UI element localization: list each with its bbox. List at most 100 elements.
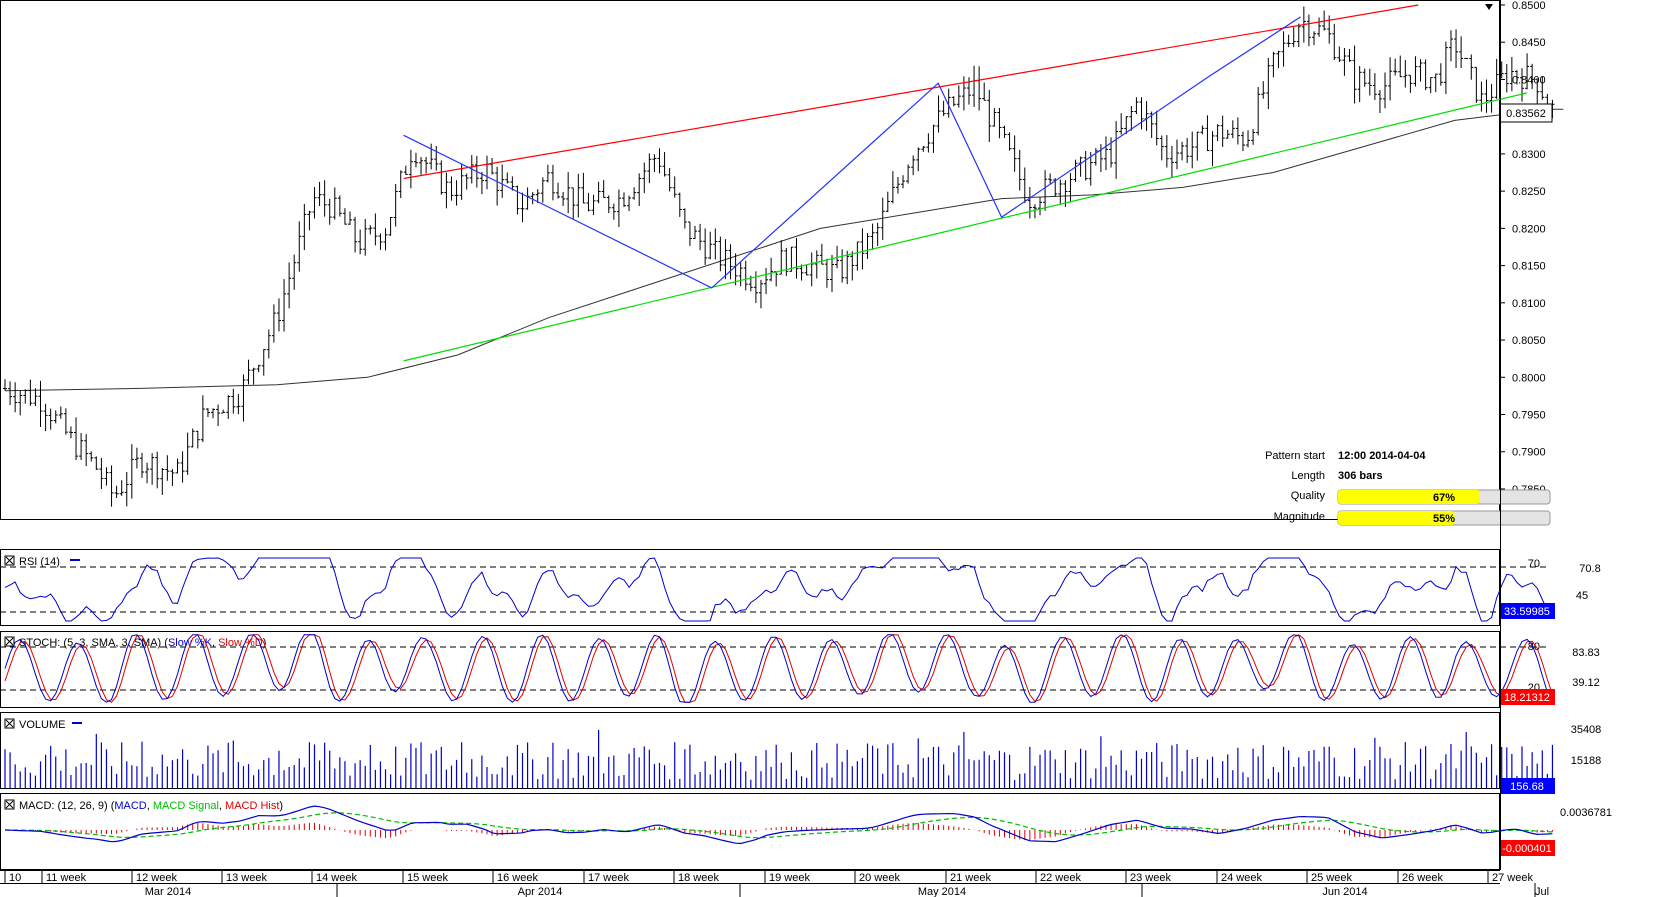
price-bar bbox=[79, 433, 84, 460]
price-bar bbox=[510, 176, 515, 191]
price-bar bbox=[941, 100, 946, 117]
scroll-marker-icon bbox=[1485, 4, 1493, 10]
price-bar bbox=[1408, 74, 1413, 93]
price-bar bbox=[845, 250, 850, 285]
price-bar bbox=[398, 170, 403, 199]
price-bar bbox=[388, 216, 393, 236]
price-bar bbox=[74, 417, 79, 461]
price-bar bbox=[337, 195, 342, 217]
rsi-current-box bbox=[1500, 603, 1555, 619]
price-bar bbox=[850, 251, 855, 281]
price-bar bbox=[1159, 135, 1164, 161]
price-bar bbox=[1032, 204, 1037, 219]
price-bar bbox=[540, 177, 545, 203]
price-bar bbox=[393, 184, 398, 227]
price-bar bbox=[38, 380, 43, 427]
rsi-current-value: 33.59985 bbox=[1504, 606, 1550, 618]
price-bar bbox=[419, 156, 424, 175]
price-bar bbox=[936, 95, 941, 133]
price-bar bbox=[621, 192, 626, 208]
price-tick-label: 0.8250 bbox=[1512, 186, 1546, 198]
month-label: Jul bbox=[1535, 886, 1549, 897]
price-bar bbox=[1205, 115, 1210, 152]
price-bar bbox=[205, 408, 210, 418]
price-bar bbox=[581, 172, 586, 204]
price-bar bbox=[779, 240, 784, 275]
price-bar bbox=[1494, 58, 1499, 99]
price-bar bbox=[1088, 152, 1093, 186]
price-bar bbox=[596, 181, 601, 204]
price-bar bbox=[713, 228, 718, 260]
magnitude-value: 55% bbox=[1433, 513, 1455, 525]
week-label: 17 week bbox=[588, 872, 629, 884]
week-label: 24 week bbox=[1221, 872, 1262, 884]
price-bar bbox=[1068, 172, 1073, 203]
price-bar bbox=[1362, 68, 1367, 87]
price-tick-label: 0.8500 bbox=[1512, 0, 1546, 12]
price-bar bbox=[439, 160, 444, 195]
price-bar bbox=[3, 379, 7, 391]
week-label: 11 week bbox=[46, 872, 87, 884]
price-bar bbox=[1180, 141, 1185, 161]
pattern-zigzag-line bbox=[403, 16, 1301, 289]
price-bar bbox=[789, 246, 794, 272]
price-bar bbox=[124, 471, 129, 507]
price-bar bbox=[855, 241, 860, 271]
price-bar bbox=[1119, 113, 1124, 135]
price-bar bbox=[383, 228, 388, 251]
price-bar bbox=[916, 147, 921, 172]
price-bar bbox=[1530, 63, 1535, 90]
price-bar bbox=[556, 182, 561, 199]
price-bar bbox=[637, 173, 642, 206]
quality-value: 67% bbox=[1433, 492, 1455, 504]
price-bar bbox=[58, 406, 63, 419]
price-bar bbox=[1083, 151, 1088, 181]
price-bar bbox=[53, 410, 58, 424]
price-bar bbox=[545, 164, 550, 183]
price-bar bbox=[1393, 58, 1398, 76]
price-bar bbox=[1164, 135, 1169, 168]
price-bar bbox=[1175, 139, 1180, 170]
macd-checkbox-x-icon bbox=[5, 800, 14, 809]
price-bar bbox=[241, 374, 246, 422]
price-bar bbox=[358, 229, 363, 255]
price-bar bbox=[535, 189, 540, 204]
price-bar bbox=[94, 456, 99, 470]
rsi-checkbox-x-icon bbox=[5, 556, 14, 565]
length-label: Length bbox=[1291, 470, 1325, 482]
stoch-slow-d-line bbox=[4, 634, 1553, 703]
time-axis: 10 11 week 12 week 13 week 14 week 15 week 16 … bbox=[0, 870, 1549, 897]
price-bar bbox=[444, 172, 449, 209]
price-bar bbox=[1139, 97, 1144, 130]
macd-panel: MACD: (12, 26, 9) (MACD, MACD Signal, MA… bbox=[0, 793, 1612, 870]
volume-title: VOLUME bbox=[19, 719, 65, 731]
price-bar bbox=[317, 181, 322, 206]
price-bar bbox=[348, 211, 353, 225]
price-bar bbox=[723, 239, 728, 280]
resistance-line bbox=[403, 4, 1419, 180]
price-bar bbox=[769, 257, 774, 282]
price-bar bbox=[1423, 59, 1428, 91]
price-bar bbox=[429, 143, 434, 170]
price-bar bbox=[657, 148, 662, 174]
price-bar bbox=[1540, 76, 1545, 100]
price-bar bbox=[1413, 56, 1418, 87]
price-bar bbox=[1352, 45, 1357, 104]
price-bar bbox=[1438, 63, 1443, 86]
price-bar bbox=[571, 187, 576, 219]
price-tick-label: 0.7900 bbox=[1512, 447, 1546, 459]
price-bar bbox=[576, 173, 581, 218]
price-bar bbox=[1459, 36, 1464, 68]
price-bar bbox=[561, 191, 566, 206]
price-bar bbox=[23, 389, 28, 404]
price-bar bbox=[1489, 84, 1494, 113]
price-bar bbox=[1043, 170, 1048, 211]
price-bar bbox=[1367, 68, 1372, 96]
moving-average-line bbox=[4, 108, 1564, 392]
price-bar bbox=[403, 165, 408, 175]
month-label: Mar 2014 bbox=[145, 886, 191, 897]
price-bar bbox=[449, 176, 454, 201]
price-bar bbox=[150, 453, 155, 485]
current-values: 0.83562 33.59985 18.21312 156.68 -0.0004… bbox=[1499, 103, 1555, 856]
